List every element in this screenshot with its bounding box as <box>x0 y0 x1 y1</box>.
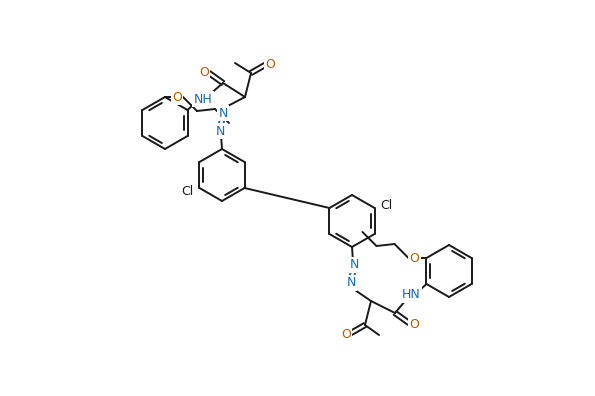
Text: O: O <box>409 318 419 331</box>
Text: NH: NH <box>193 93 212 105</box>
Text: HN: HN <box>402 289 421 301</box>
Text: O: O <box>172 91 182 103</box>
Text: O: O <box>265 57 275 70</box>
Text: N: N <box>346 276 356 289</box>
Text: Cl: Cl <box>380 198 393 211</box>
Text: N: N <box>218 107 228 120</box>
Text: O: O <box>341 329 351 341</box>
Text: N: N <box>349 259 359 272</box>
Text: N: N <box>215 124 225 137</box>
Text: O: O <box>409 251 419 265</box>
Text: O: O <box>199 65 209 78</box>
Text: Cl: Cl <box>181 185 193 198</box>
